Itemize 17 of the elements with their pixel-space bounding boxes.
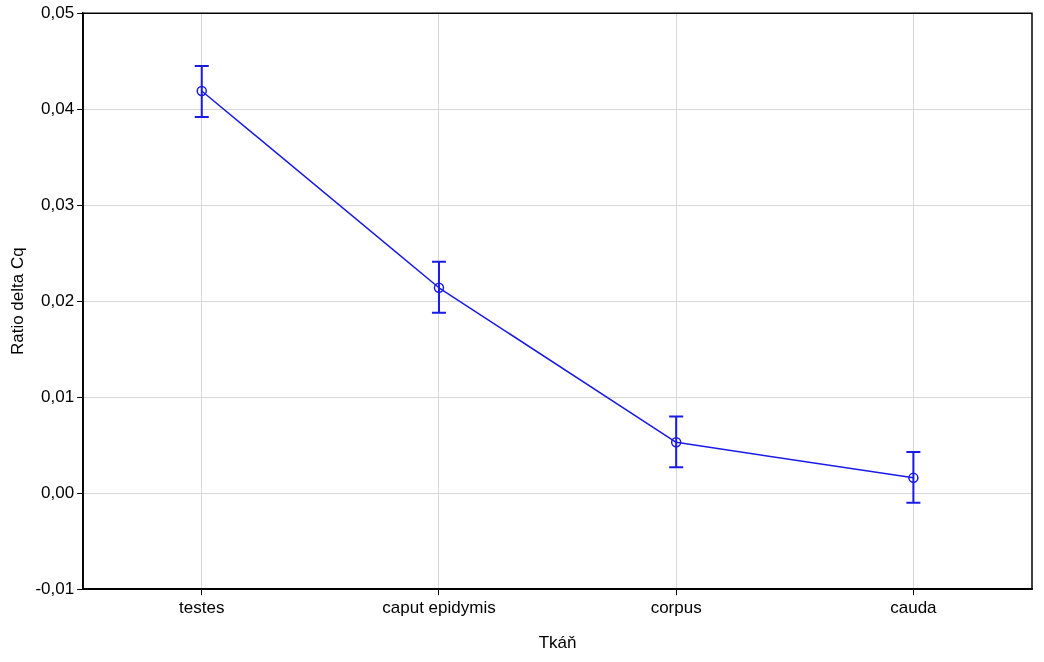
point: [670, 437, 682, 448]
y-tick-label: 0,00: [41, 482, 75, 502]
y-tick-label: 0,05: [41, 2, 75, 22]
y-tick-label: 0,02: [41, 290, 75, 310]
x-tick-label: corpus: [650, 598, 702, 618]
point: [196, 85, 208, 97]
y-tick-label: 0,04: [41, 98, 75, 118]
y-tick-label: -0,01: [35, 578, 75, 598]
x-tick-label: caput epidymis: [382, 598, 496, 618]
x-axis-title: Tkáň: [538, 633, 577, 653]
y-tick-label: 0,03: [41, 194, 75, 214]
x-tick-label: cauda: [890, 598, 938, 618]
point: [433, 282, 445, 294]
point: [908, 472, 919, 484]
y-tick-label: 0,01: [41, 386, 75, 406]
x-tick-label: testes: [179, 598, 225, 618]
y-axis-title: Ratio delta Cq: [7, 247, 27, 356]
